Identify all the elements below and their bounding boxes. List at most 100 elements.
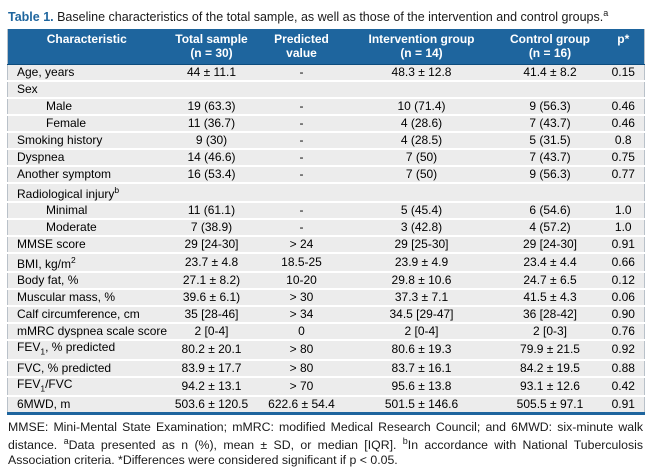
value-cell: 0.91 bbox=[602, 235, 645, 254]
value-cell: 1.0 bbox=[602, 201, 645, 220]
value-cell: 5 (31.5) bbox=[497, 131, 603, 150]
value-cell: > 80 bbox=[257, 358, 346, 377]
table-header-row: Characteristic Total sample (n = 30) Predic… bbox=[7, 29, 645, 66]
value-cell: 4 (57.2) bbox=[497, 218, 603, 237]
value-cell: 2 [0-4] bbox=[165, 322, 258, 341]
value-cell: 7 (43.7) bbox=[497, 148, 603, 167]
value-cell: 10 (71.4) bbox=[345, 97, 498, 116]
value-cell: 0.92 bbox=[602, 339, 645, 360]
table-row: Muscular mass, % 39.6 ± 6.1) > 30 37.3 ± 7.… bbox=[7, 288, 645, 307]
value-cell: 0.42 bbox=[602, 375, 645, 396]
table-body: Age, years 44 ± 11.1-48.3 ± 12.8 41.4 ± 8.… bbox=[7, 64, 645, 414]
table-row: Another symptom 16 (53.4) -7 (50) 9 (56.3) 0… bbox=[7, 165, 645, 184]
row-label: BMI, kg/m2 bbox=[7, 252, 166, 273]
value-cell: 10-20 bbox=[257, 271, 346, 290]
value-cell: 2 [0-3] bbox=[497, 322, 603, 341]
value-cell: 48.3 ± 12.8 bbox=[345, 64, 498, 82]
value-cell: 11 (61.1) bbox=[165, 201, 258, 220]
value-cell: - bbox=[257, 64, 346, 82]
value-cell: 7 (38.9) bbox=[165, 218, 258, 237]
row-label: Body fat, % bbox=[7, 271, 166, 290]
table-row: Calf circumference, cm 35 [28-46] > 34 34.5… bbox=[7, 305, 645, 324]
value-cell: 3 (42.8) bbox=[345, 218, 498, 237]
value-cell: 34.5 [29-47] bbox=[345, 305, 498, 324]
value-cell: 0.76 bbox=[602, 322, 645, 341]
value-cell: 23.4 ± 4.4 bbox=[497, 252, 603, 273]
value-cell: 23.7 ± 4.8 bbox=[165, 252, 258, 273]
column-header: Total sample (n = 30) bbox=[165, 29, 258, 66]
column-header: Intervention group (n = 14) bbox=[345, 29, 498, 66]
value-cell: 29 [24-30] bbox=[497, 235, 603, 254]
table-row: MMSE score 29 [24-30] > 24 29 [25-30] 29 [24… bbox=[7, 235, 645, 254]
row-label: Calf circumference, cm bbox=[7, 305, 166, 324]
value-cell: 7 (50) bbox=[345, 148, 498, 167]
table-row: Dyspnea 14 (46.6) -7 (50) 7 (43.7) 0.75 bbox=[7, 148, 645, 167]
row-label: mMRC dyspnea scale score bbox=[7, 322, 167, 341]
row-label: Male bbox=[7, 97, 166, 116]
column-header: Characteristic bbox=[7, 29, 166, 66]
value-cell: > 24 bbox=[257, 235, 346, 254]
value-cell: 84.2 ± 19.5 bbox=[497, 358, 603, 377]
value-cell: 7 (50) bbox=[345, 165, 498, 184]
row-label: Dyspnea bbox=[7, 148, 166, 167]
table-row: FVC, % predicted 83.9 ± 17.7 > 80 83.7 ± 16… bbox=[7, 358, 645, 377]
value-cell: 0.77 bbox=[602, 165, 645, 184]
row-label: Moderate bbox=[7, 218, 166, 237]
value-cell: 0.06 bbox=[602, 288, 645, 307]
table-row: Female 11 (36.7) -4 (28.6) 7 (43.7) 0.46 bbox=[7, 114, 645, 133]
value-cell: 0.12 bbox=[602, 271, 645, 290]
value-cell: 83.7 ± 16.1 bbox=[345, 358, 498, 377]
value-cell: - bbox=[257, 201, 346, 220]
value-cell: 39.6 ± 6.1) bbox=[165, 288, 258, 307]
value-cell: 622.6 ± 54.4 bbox=[257, 394, 346, 414]
row-label: MMSE score bbox=[7, 235, 166, 254]
table-caption-label: Table 1. bbox=[8, 10, 54, 25]
value-cell: 503.6 ± 120.5 bbox=[165, 394, 258, 414]
table-row: Minimal 11 (61.1) -5 (45.4) 6 (54.6) 1.0 bbox=[7, 201, 645, 220]
value-cell: - bbox=[257, 148, 346, 167]
value-cell: > 70 bbox=[257, 375, 346, 396]
row-label: Another symptom bbox=[7, 165, 166, 184]
table-row: 6MWD, m 503.6 ± 120.5 622.6 ± 54.4 501.5 ± … bbox=[7, 394, 645, 414]
column-header: Predicted value bbox=[257, 29, 346, 66]
table-row: BMI, kg/m2 23.7 ± 4.8 18.5-25 23.9 ± 4.9 23.… bbox=[7, 252, 645, 273]
section-row: Radiological injuryb bbox=[7, 182, 645, 203]
row-label: Age, years bbox=[7, 64, 166, 82]
table-row: Age, years 44 ± 11.1-48.3 ± 12.8 41.4 ± 8.… bbox=[7, 64, 645, 82]
baseline-characteristics-table: Characteristic Total sample (n = 30) Predic… bbox=[7, 29, 645, 415]
table-caption-superscript: a bbox=[603, 8, 609, 18]
section-row: Sex bbox=[7, 80, 645, 99]
value-cell: 9 (30) bbox=[165, 131, 258, 150]
value-cell: - bbox=[257, 114, 346, 133]
value-cell: 80.6 ± 19.3 bbox=[345, 339, 498, 360]
row-label: Radiological injuryb bbox=[7, 182, 645, 203]
value-cell: 37.3 ± 7.1 bbox=[345, 288, 498, 307]
row-label: 6MWD, m bbox=[7, 394, 166, 414]
value-cell: 0.91 bbox=[602, 394, 645, 414]
value-cell: 93.1 ± 12.6 bbox=[497, 375, 603, 396]
value-cell: 29 [24-30] bbox=[165, 235, 258, 254]
value-cell: 94.2 ± 13.1 bbox=[165, 375, 258, 396]
value-cell: 16 (53.4) bbox=[165, 165, 258, 184]
column-header: Control group (n = 16) bbox=[497, 29, 603, 66]
value-cell: - bbox=[257, 165, 346, 184]
value-cell: 0.46 bbox=[602, 114, 645, 133]
value-cell: 35 [28-46] bbox=[165, 305, 258, 324]
value-cell: 11 (36.7) bbox=[165, 114, 258, 133]
value-cell: 6 (54.6) bbox=[497, 201, 603, 220]
table-caption: Table 1. Baseline characteristics of the… bbox=[8, 6, 643, 25]
value-cell: > 34 bbox=[257, 305, 346, 324]
table-row: mMRC dyspnea scale score 2 [0-4] 0 2 [0-4] 2… bbox=[7, 322, 645, 341]
value-cell: 83.9 ± 17.7 bbox=[165, 358, 258, 377]
column-header: p* bbox=[602, 29, 645, 66]
row-label: Minimal bbox=[7, 201, 166, 220]
value-cell: 9 (56.3) bbox=[497, 97, 603, 116]
value-cell: 0.75 bbox=[602, 148, 645, 167]
value-cell: 14 (46.6) bbox=[165, 148, 258, 167]
value-cell: - bbox=[257, 218, 346, 237]
value-cell: 0.46 bbox=[602, 97, 645, 116]
value-cell: - bbox=[257, 97, 346, 116]
value-cell: 505.5 ± 97.1 bbox=[497, 394, 603, 414]
table-caption-text: Baseline characteristics of the total sa… bbox=[53, 10, 604, 25]
table-row: Moderate 7 (38.9) -3 (42.8) 4 (57.2) 1.0 bbox=[7, 218, 645, 237]
